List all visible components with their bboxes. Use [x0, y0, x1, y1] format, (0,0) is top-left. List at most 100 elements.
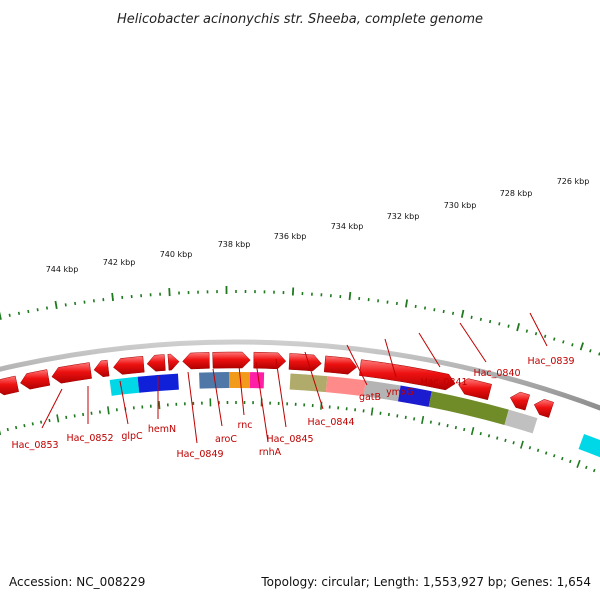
outer-tick: [498, 322, 501, 326]
outer-tick: [36, 308, 39, 312]
inner-tick: [544, 451, 548, 455]
outer-tick: [423, 306, 427, 310]
feature-band: [289, 373, 328, 393]
genome-summary-text: Topology: circular; Length: 1,553,927 bp…: [260, 575, 591, 589]
outer-tick: [571, 343, 574, 347]
inner-tick: [65, 415, 68, 419]
tick-label: 744 kbp: [46, 265, 79, 274]
gene-label-lines: [41, 312, 548, 444]
gene-label-line: [187, 371, 198, 444]
gene-label-line: [346, 344, 368, 386]
outer-tick: [516, 323, 521, 332]
cds-arrow: [146, 354, 166, 372]
cds-arrow: [167, 353, 180, 371]
outer-tick: [45, 306, 49, 310]
outer-tick: [111, 292, 114, 302]
inner-tick: [561, 456, 564, 461]
outer-tick: [534, 332, 538, 336]
outer-tick-ring: [0, 286, 600, 356]
inner-tick: [48, 418, 51, 423]
gene-label-line: [275, 358, 287, 428]
gene-label-line: [418, 332, 441, 368]
cds-arrow: [51, 362, 92, 384]
cds-track: [0, 351, 554, 418]
outer-tick: [442, 309, 445, 314]
tick-label: 730 kbp: [444, 201, 477, 210]
cds-arrow: [113, 355, 145, 375]
gene-label: ymxG: [386, 387, 414, 398]
inner-tick: [520, 440, 524, 449]
cds-arrow: [359, 359, 456, 391]
gene-label-line: [304, 351, 324, 410]
inner-tick: [370, 407, 374, 416]
outer-tick: [8, 313, 11, 317]
inner-tick: [56, 414, 60, 423]
gene-label: aroC: [215, 434, 237, 445]
map-title: Helicobacter acinonychis str. Sheeba, co…: [117, 12, 483, 27]
cds-arrow: [212, 351, 251, 369]
inner-tick: [40, 420, 43, 424]
outer-tick: [543, 334, 547, 338]
gene-label: gatB: [359, 392, 381, 403]
outer-tick: [27, 309, 30, 314]
gene-label: Hac_0844: [307, 417, 354, 428]
gene-label: Hac_0853: [11, 440, 58, 451]
inner-tick: [585, 465, 588, 470]
gene-label-line: [41, 388, 63, 429]
inner-tick: [14, 425, 18, 430]
outer-tick: [479, 317, 482, 322]
cds-arrow: [288, 353, 322, 372]
inner-tick: [592, 468, 596, 473]
inner-tick: [496, 436, 499, 440]
outer-tick: [348, 291, 352, 301]
gene-label: Hac_0845: [266, 434, 313, 445]
inner-tick: [107, 406, 110, 415]
outer-tick: [17, 311, 21, 315]
gene-label-line: [238, 365, 245, 416]
gene-label: rnhA: [259, 447, 282, 458]
feature-track: [109, 372, 600, 458]
inner-tick: [528, 446, 532, 450]
gene-label-line: [459, 322, 487, 363]
inner-tick: [512, 441, 515, 445]
gene-label-line: [212, 368, 223, 427]
gene-label: glpC: [121, 431, 143, 442]
outer-tick: [488, 319, 492, 324]
inner-tick: [470, 426, 475, 436]
inner-tick: [23, 424, 26, 428]
inner-tick: [31, 422, 34, 426]
gene-label-line: [384, 338, 397, 378]
feature-band: [363, 380, 401, 402]
inner-tick: [454, 425, 458, 430]
cds-arrow: [533, 399, 554, 418]
inner-tick: [438, 422, 441, 426]
genome-backbone: [0, 339, 600, 411]
cds-arrow: [509, 391, 530, 411]
inner-tick: [536, 448, 540, 453]
feature-band: [228, 372, 251, 389]
inner-tick: [404, 415, 407, 419]
tick-label: 728 kbp: [500, 189, 533, 198]
tick-label: 738 kbp: [218, 240, 251, 249]
feature-band: [504, 409, 538, 434]
outer-tick: [470, 315, 473, 319]
tick-label: 732 kbp: [387, 212, 420, 221]
tick-label: 742 kbp: [103, 258, 136, 267]
outer-tick: [562, 340, 565, 344]
inner-tick: [552, 454, 556, 458]
inner-tick: [487, 434, 491, 438]
feature-band: [199, 372, 230, 389]
gene-label: hemN: [148, 424, 176, 435]
cds-arrow: [253, 351, 287, 370]
inner-tick: [463, 427, 466, 432]
tick-label-group: 744 kbp 742 kbp 740 kbp 738 kbp 736 kbp 734 k…: [46, 177, 590, 274]
inner-tick: [569, 459, 572, 464]
gene-label: Hac_0839: [527, 356, 574, 367]
outer-tick: [0, 311, 2, 320]
inner-tick: [504, 438, 507, 443]
inner-tick: [576, 459, 581, 468]
inner-tick-ring: [0, 398, 596, 473]
